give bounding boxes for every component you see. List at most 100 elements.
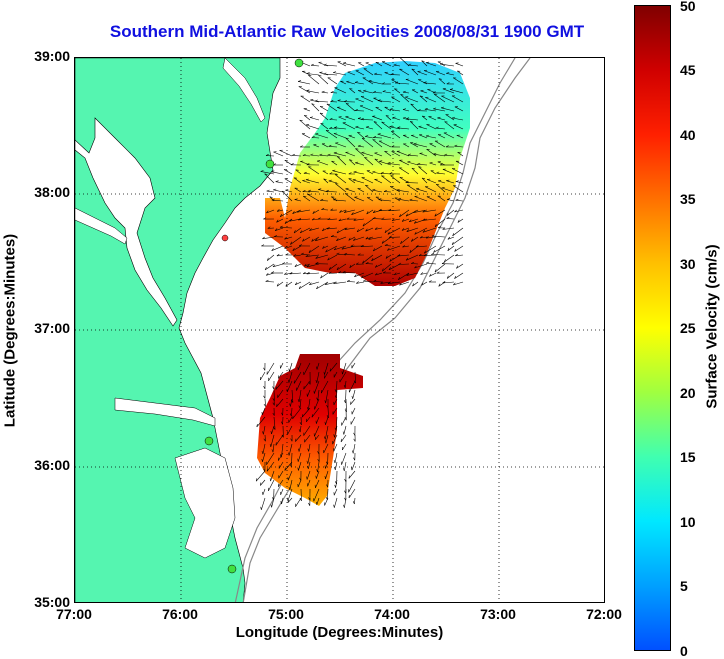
velocity-vector — [453, 77, 464, 85]
colorbar-tick-label: 40 — [680, 127, 696, 143]
velocity-vector-head — [389, 172, 393, 175]
velocity-vector — [275, 380, 284, 390]
velocity-vector-head — [400, 94, 404, 96]
velocity-vector — [389, 109, 401, 112]
velocity-vector-head — [297, 467, 299, 471]
velocity-vector — [447, 272, 455, 279]
velocity-vector-head — [281, 434, 284, 438]
velocity-vector-head — [446, 212, 449, 216]
velocity-vector-head — [315, 379, 318, 383]
velocity-vector — [425, 186, 437, 193]
velocity-vector — [352, 179, 365, 184]
velocity-vector — [281, 190, 293, 202]
velocity-vector — [403, 143, 410, 148]
velocity-vector-head — [282, 262, 286, 265]
velocity-vector — [353, 218, 365, 221]
velocity-vector — [336, 236, 347, 241]
velocity-vector — [300, 227, 311, 234]
velocity-vector — [320, 123, 329, 130]
velocity-vector — [302, 155, 311, 157]
velocity-vector — [340, 434, 347, 443]
velocity-vector — [344, 193, 356, 202]
velocity-vector-head — [345, 137, 349, 140]
map-panel[interactable] — [74, 57, 605, 603]
velocity-vector-head — [319, 153, 323, 156]
velocity-vector-head — [384, 229, 387, 233]
colorbar-tick-label: 25 — [680, 320, 696, 336]
velocity-vector — [425, 135, 437, 139]
velocity-vector-head — [262, 431, 264, 435]
velocity-vector — [388, 263, 401, 271]
velocity-vector — [338, 218, 347, 222]
lat-tick-label: 38:00 — [34, 184, 70, 200]
colorbar-tick-label: 20 — [680, 385, 696, 401]
velocity-vector — [374, 73, 383, 76]
velocity-vector-head — [368, 80, 372, 82]
velocity-vector — [315, 133, 329, 139]
velocity-vector — [307, 452, 311, 464]
velocity-vector — [406, 118, 419, 121]
velocity-vector — [423, 82, 437, 85]
velocity-vector — [309, 117, 320, 121]
velocity-vector — [422, 209, 437, 213]
velocity-vector-head — [260, 170, 264, 172]
velocity-vector — [339, 209, 347, 213]
velocity-vector — [316, 281, 329, 290]
velocity-vector-head — [407, 161, 411, 163]
velocity-vector-head — [306, 89, 310, 91]
velocity-vector — [308, 443, 311, 452]
velocity-vector — [353, 171, 365, 175]
velocity-vector-head — [334, 466, 336, 470]
velocity-vector — [387, 227, 401, 235]
y-axis-label: Latitude (Degrees:Minutes) — [1, 233, 19, 428]
velocity-vector-head — [311, 238, 314, 242]
velocity-vector — [442, 281, 455, 284]
velocity-vector — [441, 187, 455, 193]
velocity-vector-head — [284, 272, 287, 275]
velocity-vector — [355, 98, 365, 103]
lat-tick-label: 39:00 — [34, 48, 70, 64]
velocity-vector — [416, 188, 428, 193]
velocity-vector — [291, 407, 293, 417]
velocity-vector — [316, 371, 320, 383]
velocity-vector — [334, 87, 347, 94]
velocity-vector — [414, 263, 428, 269]
velocity-vector — [328, 180, 338, 184]
velocity-vector-head — [432, 91, 436, 94]
velocity-vector-head — [353, 438, 356, 442]
velocity-vector — [327, 218, 338, 220]
velocity-vector-head — [333, 247, 337, 251]
velocity-vector — [271, 199, 284, 202]
velocity-vector — [334, 497, 338, 508]
velocity-vector-head — [333, 434, 335, 438]
velocity-vector — [333, 488, 338, 496]
velocity-vector-head — [422, 177, 426, 180]
velocity-vector — [287, 425, 293, 435]
velocity-vector-head — [451, 241, 454, 245]
velocity-vector-head — [384, 244, 388, 246]
velocity-vector-head — [383, 190, 387, 192]
velocity-vector-head — [351, 212, 354, 215]
velocity-vector-head — [419, 95, 423, 97]
velocity-vector-head — [310, 99, 314, 101]
velocity-vector — [411, 263, 419, 265]
velocity-vector — [399, 281, 410, 286]
velocity-vector-head — [366, 211, 369, 215]
velocity-vector — [373, 245, 383, 252]
velocity-vector — [381, 61, 392, 67]
velocity-vector — [348, 178, 356, 184]
velocity-vector — [334, 245, 347, 251]
velocity-vector — [449, 89, 464, 94]
velocity-vector-head — [406, 117, 410, 120]
velocity-vector-head — [304, 263, 307, 267]
velocity-vector — [299, 425, 302, 433]
velocity-vector-head — [309, 282, 312, 286]
velocity-vector-head — [428, 280, 432, 283]
velocity-vector-head — [372, 217, 376, 219]
velocity-vector — [344, 461, 347, 472]
velocity-vector — [311, 65, 320, 67]
velocity-vector — [361, 152, 374, 157]
velocity-vector-head — [284, 236, 287, 240]
velocity-vector — [266, 272, 275, 276]
velocity-vector-head — [423, 253, 427, 256]
